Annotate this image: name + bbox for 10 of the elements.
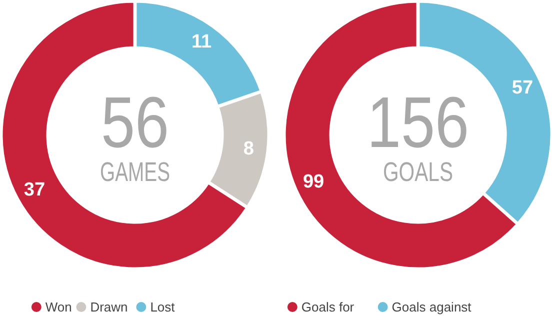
data-label: 11 xyxy=(191,31,212,52)
data-label: 99 xyxy=(302,171,324,192)
legend-label: Lost xyxy=(150,300,176,314)
legend-label: Goals for xyxy=(301,300,355,314)
legend-label: Won xyxy=(45,300,72,314)
data-label: 8 xyxy=(243,138,254,160)
legend-label: Goals against xyxy=(392,300,472,314)
data-label: 57 xyxy=(512,78,534,99)
legend-label: Drawn xyxy=(90,300,128,314)
data-label: 37 xyxy=(24,179,46,200)
